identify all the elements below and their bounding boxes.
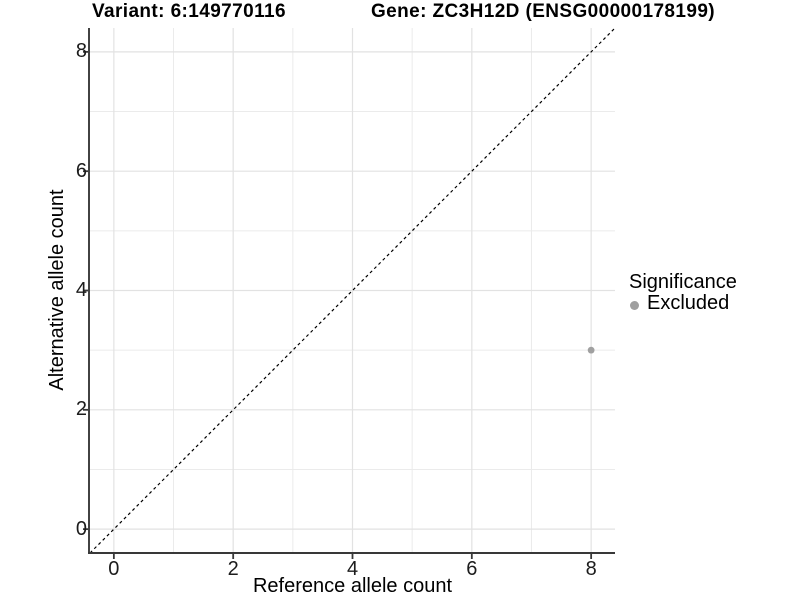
variant-title: Variant: 6:149770116 — [92, 1, 286, 22]
identity-line — [89, 27, 616, 554]
x-axis-tick-label: 2 — [227, 558, 239, 580]
legend-item-excluded: Excluded — [629, 292, 737, 316]
y-axis-tick-label: 8 — [75, 40, 87, 63]
y-axis-title: Alternative allele count — [46, 189, 68, 391]
x-axis-title: Reference allele count — [252, 575, 452, 597]
x-axis-tick-label: 4 — [346, 558, 359, 580]
legend-point-icon — [630, 301, 639, 310]
y-axis-tick-label: 6 — [75, 159, 87, 182]
x-axis-tick-label: 0 — [108, 558, 120, 580]
legend-item-label: Excluded — [647, 292, 730, 314]
y-axis-tick-label: 2 — [75, 398, 87, 421]
data-point — [587, 346, 595, 354]
gene-title: Gene: ZC3H12D (ENSG00000178199) — [371, 1, 716, 22]
x-axis-tick-label: 8 — [585, 558, 597, 580]
legend-title: Significance — [629, 271, 737, 293]
y-axis-tick-label: 4 — [75, 279, 87, 301]
x-axis-tick-label: 6 — [466, 558, 478, 580]
y-axis-tick-label: 0 — [75, 517, 87, 540]
legend: Significance Excluded — [629, 271, 737, 316]
